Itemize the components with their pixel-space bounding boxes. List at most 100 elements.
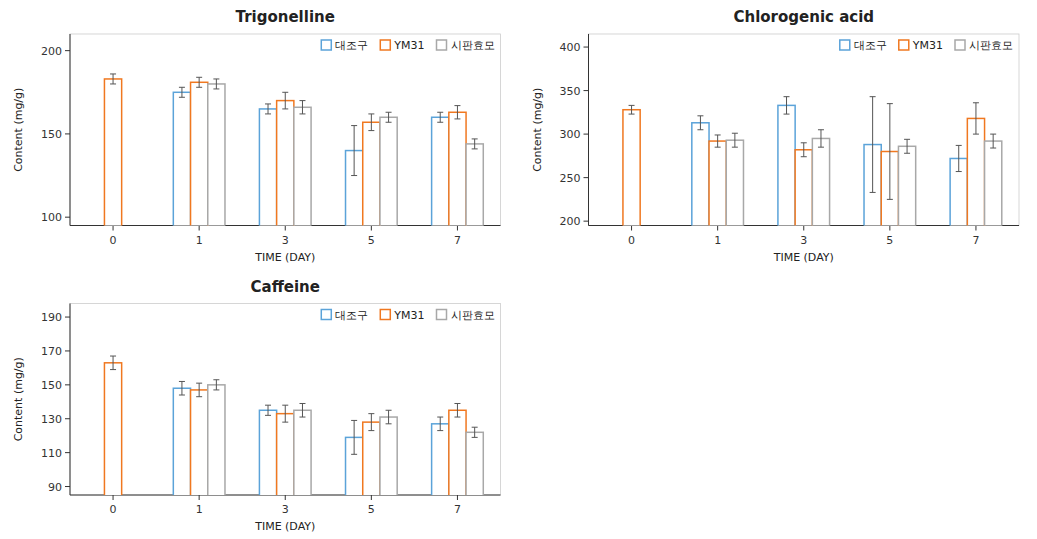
x-tick-label: 3 — [800, 234, 807, 247]
legend-label: YM31 — [393, 309, 424, 322]
y-tick — [584, 221, 589, 222]
error-bar — [265, 405, 271, 415]
legend-swatch — [321, 310, 331, 320]
bar — [985, 141, 1002, 225]
legend: 대조구YM31시판효모 — [840, 39, 1013, 52]
error-bar — [386, 410, 392, 424]
y-tick — [65, 418, 70, 419]
marks — [104, 74, 483, 226]
x-tick-label: 7 — [454, 503, 461, 516]
bar — [380, 417, 397, 495]
error-bar — [179, 381, 185, 395]
error-bar — [368, 414, 374, 431]
x-tick-label: 7 — [972, 234, 979, 247]
legend-label: 시판효모 — [451, 39, 495, 52]
x-axis-label: TIME (DAY) — [773, 251, 834, 264]
legend-label: YM31 — [393, 39, 424, 52]
bar — [795, 150, 812, 226]
legend-swatch — [437, 310, 447, 320]
error-bar — [386, 112, 392, 122]
error-bar — [990, 134, 996, 148]
x-tick — [199, 495, 200, 500]
y-axis-line — [588, 34, 589, 226]
x-tick — [199, 226, 200, 231]
y-tick — [65, 486, 70, 487]
y-axis-label: Content (mg/g) — [12, 88, 25, 172]
error-bar — [110, 74, 116, 84]
panel: Caffeine9011013015017019001357TIME (DAY)… — [12, 278, 501, 539]
error-bar — [732, 133, 738, 147]
y-axis-line — [70, 304, 71, 496]
panel: Trigonelline10015020001357TIME (DAY)Cont… — [12, 8, 501, 384]
bar — [363, 422, 380, 495]
legend-swatch — [437, 40, 447, 50]
y-tick — [65, 50, 70, 51]
x-tick-label: 5 — [886, 234, 893, 247]
bar — [466, 144, 483, 226]
legend-label: 대조구 — [335, 309, 368, 322]
title: Chlorogenic acid — [733, 8, 874, 26]
legend: 대조구 YM31 시판효모 — [321, 39, 494, 52]
bar — [812, 138, 829, 225]
bar — [104, 79, 121, 226]
y-tick-label: 400 — [560, 41, 581, 54]
y-tick-label: 150 — [41, 379, 62, 392]
bar — [449, 410, 466, 495]
figure: Trigonelline10015020001357TIME (DAY)Cont… — [0, 0, 1037, 539]
error-bar — [213, 380, 219, 390]
error-bar — [956, 145, 962, 171]
x-tick-label: 5 — [368, 503, 375, 516]
bar — [208, 385, 225, 495]
legend-swatch — [380, 310, 390, 320]
y-tick-label: 350 — [560, 85, 581, 98]
y-tick-label: 190 — [41, 311, 62, 324]
y-axis-label: Content (mg/g) — [12, 357, 25, 441]
x-tick-label: 0 — [110, 234, 117, 247]
y-tick-label: 300 — [560, 128, 581, 141]
y-tick-label: 100 — [41, 211, 62, 224]
bar — [898, 146, 915, 225]
error-bar — [801, 143, 807, 157]
legend: 대조구YM31시판효모 — [321, 309, 494, 322]
x-tick-label: 0 — [628, 234, 635, 247]
error-bar — [870, 97, 876, 193]
marks — [104, 356, 483, 495]
x-tick — [285, 226, 286, 231]
title: Trigonelline — [236, 8, 335, 26]
y-tick-label: 90 — [48, 481, 62, 494]
x-tick-label: 1 — [714, 234, 721, 247]
error-bar — [973, 103, 979, 134]
y-axis-line — [70, 34, 71, 226]
error-bar — [282, 92, 288, 109]
error-bar — [818, 130, 824, 147]
error-bar — [110, 356, 116, 370]
bar — [380, 117, 397, 225]
bar — [259, 109, 276, 226]
x-tick — [631, 226, 632, 231]
y-tick — [65, 384, 70, 385]
y-tick — [584, 134, 589, 135]
bar — [466, 432, 483, 495]
bar — [173, 388, 190, 495]
y-axis-label: Content (mg/g) — [531, 88, 544, 172]
error-bar — [472, 139, 478, 149]
legend-label: 대조구 — [335, 39, 368, 52]
error-bar — [454, 106, 460, 119]
x-tick — [371, 495, 372, 500]
x-tick-label: 0 — [110, 503, 117, 516]
y-tick-label: 150 — [41, 128, 62, 141]
error-bar — [629, 105, 635, 114]
background — [0, 0, 1037, 539]
legend-swatch — [321, 40, 331, 50]
x-tick — [457, 495, 458, 500]
error-bar — [213, 79, 219, 89]
error-bar — [351, 126, 357, 176]
x-tick — [457, 226, 458, 231]
y-tick — [584, 47, 589, 48]
error-bar — [196, 383, 202, 397]
bar — [294, 410, 311, 495]
legend-label: 시판효모 — [969, 39, 1013, 52]
bar — [277, 414, 294, 495]
x-tick — [371, 226, 372, 231]
bar — [778, 105, 795, 225]
